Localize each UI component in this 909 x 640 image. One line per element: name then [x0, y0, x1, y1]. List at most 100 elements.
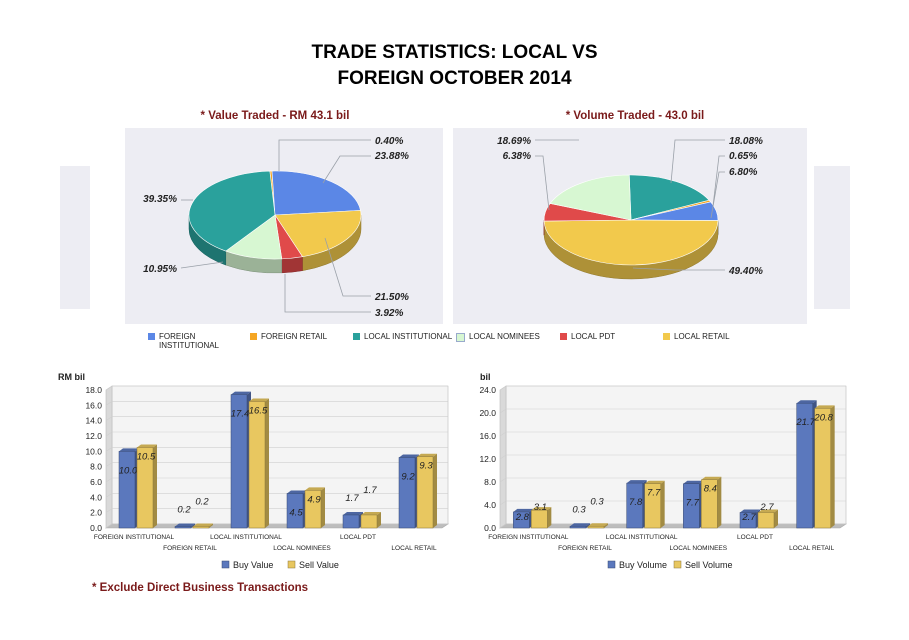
- sell-bar-local-retail-top: [814, 405, 835, 409]
- legend-label: LOCAL NOMINEES: [469, 332, 540, 341]
- sell-bar-local-institutional-label: 7.7: [647, 488, 661, 499]
- sell-bar-foreign-retail-side: [604, 523, 608, 528]
- sell-bar-local-retail-side: [433, 453, 437, 528]
- legend-local-nominees: LOCAL NOMINEES: [456, 332, 540, 342]
- legend-swatch: [353, 333, 360, 340]
- gridline: [499, 431, 846, 437]
- sell-bar-local-nominees-side: [717, 476, 722, 528]
- sell-bar-local-institutional: [248, 401, 266, 529]
- gridline: [105, 401, 448, 406]
- sell-bar-foreign-institutional-label: 10.5: [137, 452, 156, 463]
- sell-bar-local-institutional-top: [644, 480, 665, 484]
- y-tick-label: 12.0: [479, 454, 496, 464]
- pie-slice-local-retail: [274, 210, 362, 258]
- y-tick-label: 4.0: [484, 500, 496, 510]
- bar-legend-swatch: [607, 560, 616, 569]
- value-traded-subtitle: * Value Traded - RM 43.1 bil: [200, 110, 350, 122]
- buy-bar-local-nominees: [683, 483, 700, 529]
- buy-bar-foreign-institutional-label: 2.8: [515, 512, 530, 523]
- gridline: [105, 462, 448, 467]
- sell-bar-local-institutional-label: 16.5: [249, 406, 268, 417]
- plot-floor: [499, 523, 847, 529]
- gridline: [499, 385, 846, 391]
- x-category-label: FOREIGN RETAIL: [163, 545, 217, 552]
- sell-bar-foreign-institutional-label: 3.1: [534, 502, 547, 513]
- buy-bar-local-pdt: [739, 512, 757, 529]
- buy-bar-local-nominees-top: [683, 480, 704, 484]
- volume-label-local-nominees: 18.69%: [497, 136, 531, 147]
- value-label-foreign-retail-leader: [278, 139, 371, 171]
- buy-bar-foreign-institutional-label: 10.0: [119, 465, 138, 476]
- volume-label-local-institutional: 18.08%: [729, 136, 763, 147]
- plot-side-wall: [105, 385, 113, 529]
- sell-bar-foreign-institutional: [531, 509, 548, 529]
- buy-bar-local-pdt: [342, 514, 360, 529]
- pie-slice-local-retail: [543, 219, 719, 266]
- gridline: [105, 385, 448, 391]
- sell-bar-local-nominees-top: [305, 487, 325, 491]
- sell-bar-foreign-retail: [192, 526, 210, 529]
- sell-bar-foreign-retail: [587, 526, 605, 529]
- volume-label-foreign-institutional-leader: [710, 171, 725, 219]
- buy-bar-local-nominees-label: 7.7: [686, 498, 700, 509]
- volume-label-local-pdt-leader: [535, 155, 550, 211]
- buy-bar-foreign-retail-top: [175, 523, 195, 527]
- x-category-label: FOREIGN INSTITUTIONAL: [94, 534, 175, 541]
- x-category-label: LOCAL INSTITUTIONAL: [606, 534, 678, 541]
- sell-bar-local-nominees: [701, 479, 718, 529]
- buy-bar-foreign-retail-label: 0.3: [572, 504, 586, 515]
- sell-bar-foreign-retail-label: 0.2: [195, 496, 209, 507]
- bar-legend-label: Buy Value: [233, 560, 273, 570]
- sell-bar-foreign-retail-top: [588, 523, 608, 527]
- sell-bar-local-retail: [416, 456, 434, 529]
- legend-label: LOCAL INSTITUTIONAL: [364, 332, 453, 341]
- sell-bar-local-nominees-top: [701, 476, 722, 480]
- legend-label: FOREIGN INSTITUTIONAL: [159, 332, 220, 350]
- volume-traded-subtitle: * Volume Traded - 43.0 bil: [565, 110, 705, 122]
- volume-pie-panel: 18.08% 0.65% 6.80% 49.40% 6.38% 18.69%: [453, 128, 807, 324]
- gridline: [499, 523, 846, 529]
- volume-label-local-retail-leader: [632, 267, 725, 271]
- y-tick-label: 10.0: [85, 446, 102, 456]
- sell-bar-local-institutional-top: [249, 398, 269, 402]
- pie-slice-side-local-pdt: [281, 256, 303, 274]
- volume-label-local-institutional-leader: [670, 139, 725, 184]
- value-label-local-institutional: 39.35%: [143, 194, 177, 205]
- page-title-line1: TRADE STATISTICS: LOCAL VS: [311, 42, 598, 63]
- sell-bar-local-pdt-side: [377, 511, 381, 528]
- buy-bar-foreign-institutional: [118, 451, 136, 529]
- pie-legend: FOREIGN INSTITUTIONAL FOREIGN RETAIL LOC…: [0, 332, 909, 352]
- right-side-panel: [814, 166, 850, 309]
- x-category-label: LOCAL PDT: [340, 534, 376, 541]
- value-label-local-pdt: 3.92%: [375, 308, 403, 319]
- gridline: [105, 477, 448, 483]
- sell-bar-local-pdt: [757, 512, 775, 529]
- y-tick-label: 6.0: [90, 477, 102, 487]
- sell-bar-local-retail: [814, 408, 831, 529]
- buy-bar-local-retail: [796, 402, 813, 529]
- sell-bar-foreign-retail-side: [209, 523, 213, 528]
- gridline: [499, 477, 846, 483]
- sell-bar-foreign-retail-label: 0.3: [590, 496, 604, 507]
- bar-legend-swatch: [287, 560, 296, 569]
- sell-bar-local-institutional: [644, 483, 661, 529]
- bar-legend-label: Buy Volume: [619, 560, 667, 570]
- buy-bar-local-retail-top: [796, 400, 817, 404]
- legend-label: LOCAL RETAIL: [674, 332, 730, 341]
- buy-bar-local-institutional: [230, 394, 248, 529]
- sell-bar-local-pdt-label: 2.7: [759, 502, 774, 513]
- value-label-local-retail: 21.50%: [374, 292, 409, 303]
- legend-foreign-institutional: FOREIGN INSTITUTIONAL: [148, 332, 223, 350]
- buy-bar-local-retail: [398, 457, 416, 529]
- sell-bar-local-pdt-top: [758, 509, 778, 513]
- gridline: [105, 508, 448, 513]
- volume-bar-chart: 0.0 4.0 8.0 12.0 16.0 20.0 24.0 2.8 3.1 FOREIGN I…: [479, 385, 847, 570]
- plot-back-wall: [111, 385, 449, 525]
- legend-foreign-retail: FOREIGN RETAIL: [250, 332, 327, 341]
- y-tick-label: 20.0: [479, 408, 496, 418]
- buy-bar-foreign-retail-side: [191, 523, 195, 528]
- x-category-label: LOCAL INSTITUTIONAL: [210, 534, 282, 541]
- sell-bar-foreign-institutional-top: [137, 444, 157, 448]
- buy-bar-local-retail-label: 21.7: [795, 417, 815, 428]
- value-pie-panel: 0.40% 23.88% 21.50% 3.92% 10.95% 39.35%: [125, 128, 443, 324]
